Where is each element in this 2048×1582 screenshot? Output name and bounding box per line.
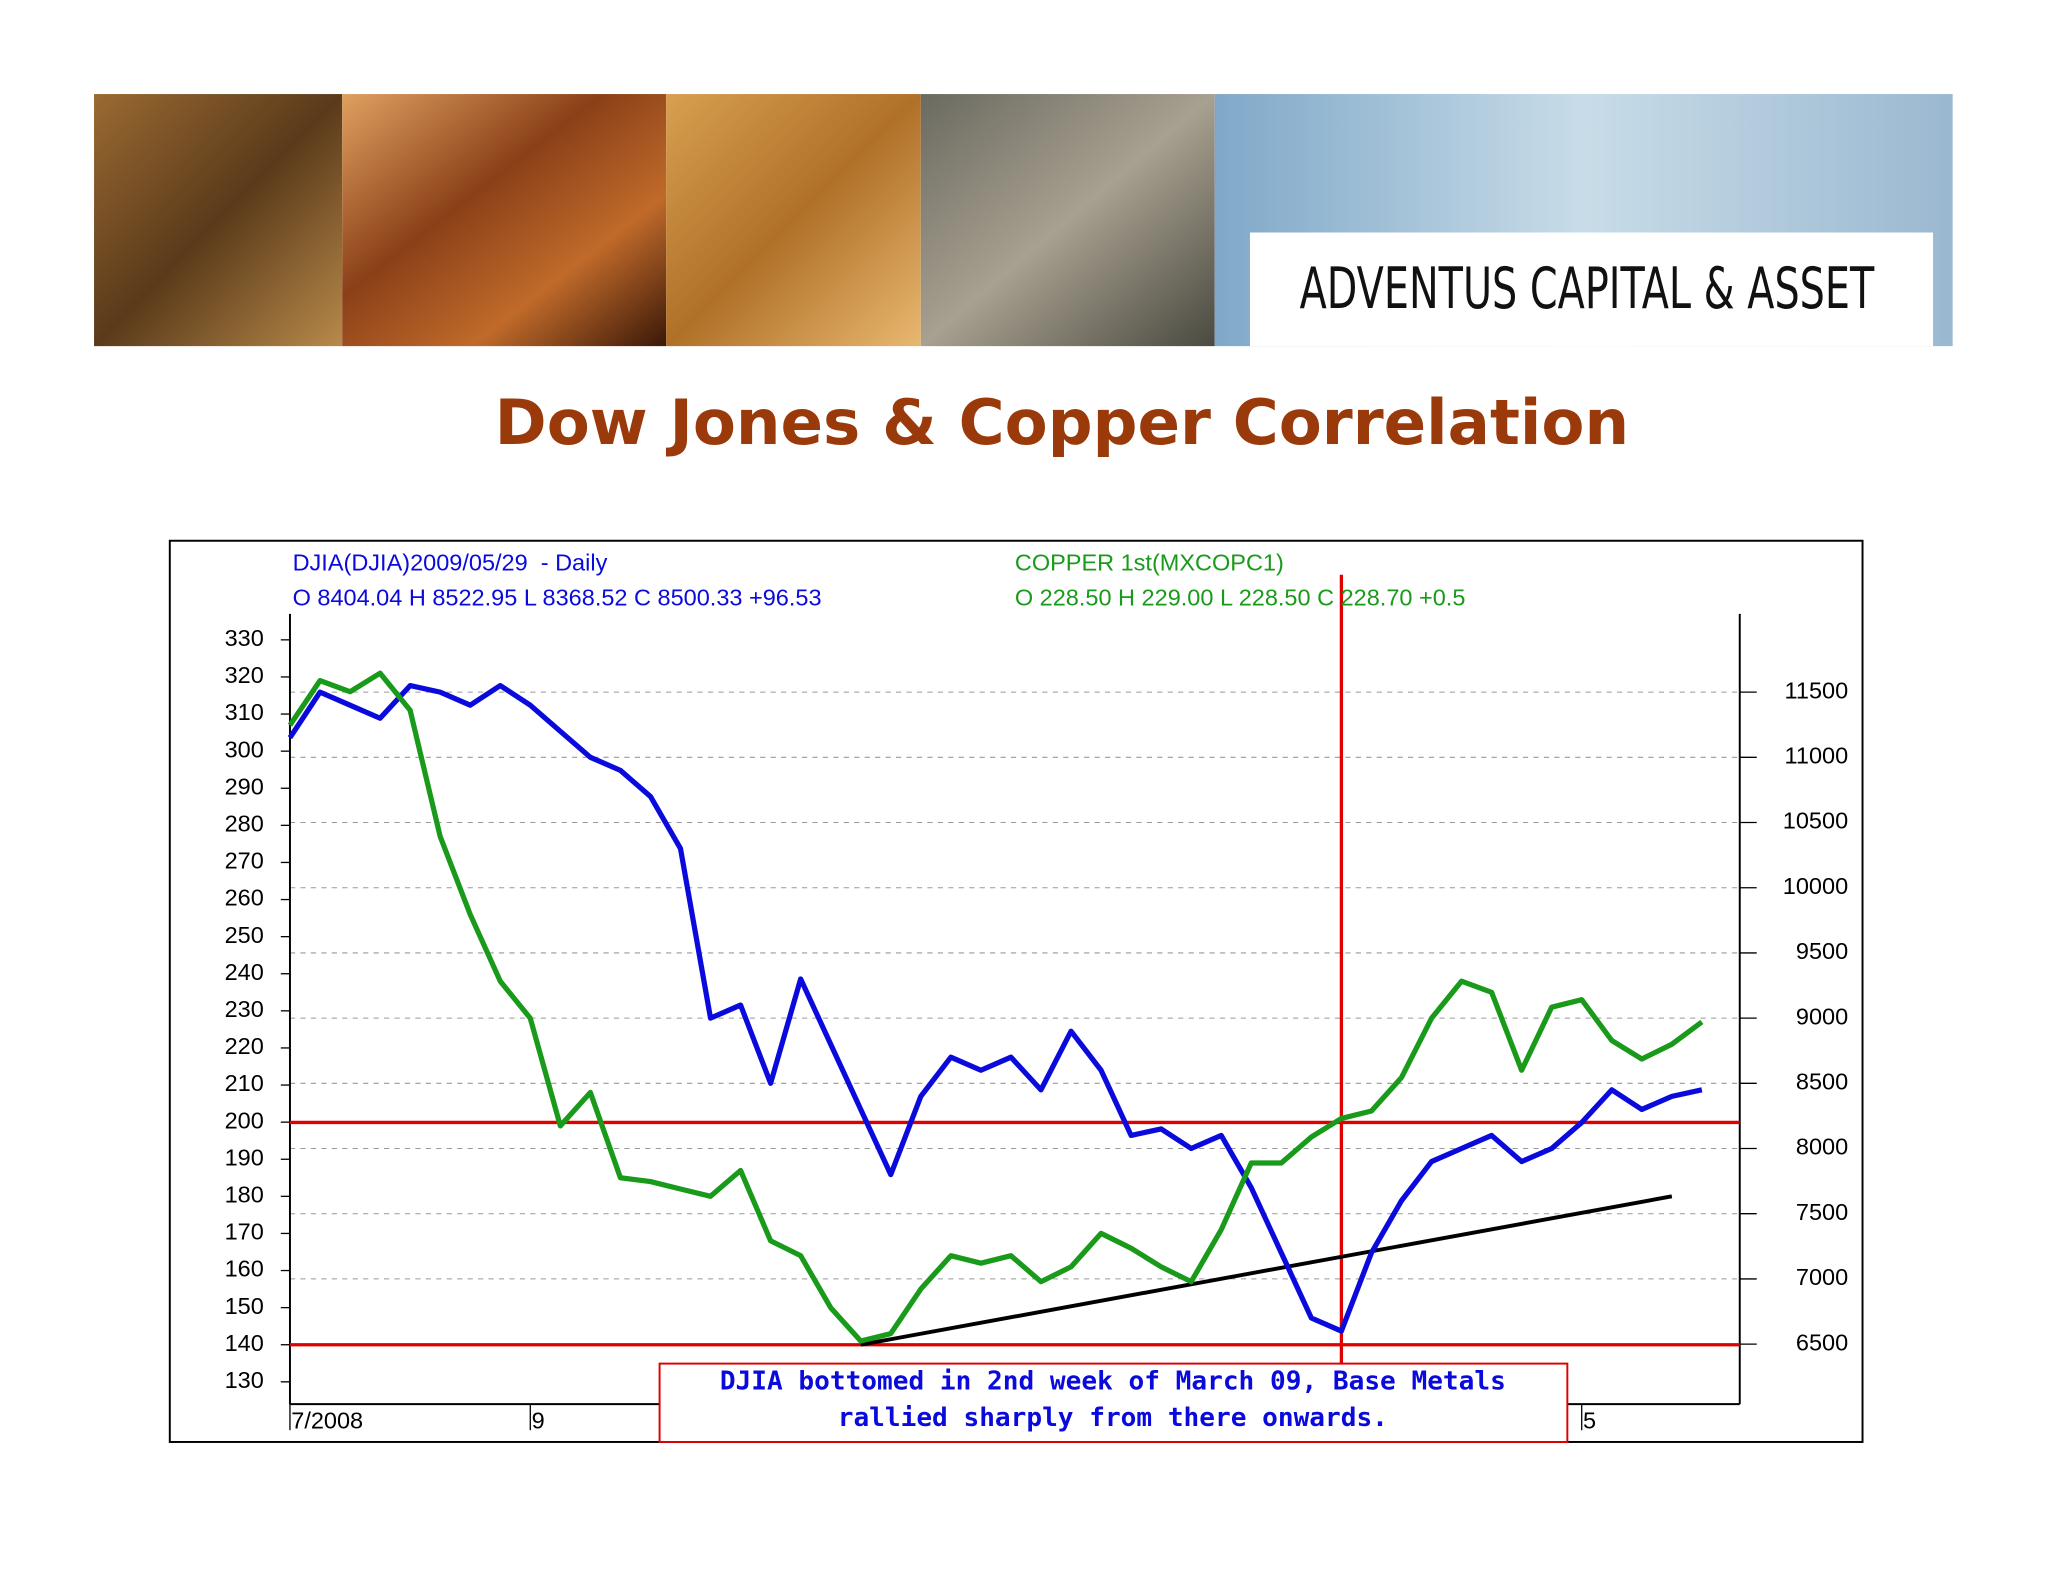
legend-quote: O 8404.04 H 8522.95 L 8368.52 C 8500.33 …: [293, 585, 822, 611]
annotation-text: rallied sharply from there onwards.: [838, 1403, 1388, 1433]
y-tick-label: 330: [225, 625, 264, 651]
y-tick-label: 150: [225, 1293, 264, 1319]
y2-tick-label: 11000: [1785, 743, 1849, 769]
y2-tick-label: 8500: [1796, 1069, 1848, 1095]
series-line: [287, 670, 1704, 1344]
legend-name: DJIA(DJIA)2009/05/29 - Daily: [293, 549, 608, 575]
y-tick-label: 170: [225, 1219, 264, 1245]
brand-box: [1249, 232, 1934, 347]
y-tick-label: 260: [225, 885, 264, 911]
y2-tick-label: 6500: [1796, 1329, 1848, 1355]
trendline: [860, 1194, 1673, 1347]
plot: 6500 7000 7500 8000 8500 9000 9500 10000 10500 11…: [225, 549, 1849, 1443]
y2-tick-label: 9000: [1796, 1003, 1848, 1029]
banner-image: [666, 94, 921, 347]
annotation-text: DJIA bottomed in 2nd week of March 09, B…: [720, 1366, 1506, 1396]
chart-frame: [168, 539, 1864, 1443]
y-tick-label: 230: [225, 996, 264, 1022]
y2-tick-label: 8000: [1796, 1134, 1848, 1160]
legend-name: COPPER 1st(MXCOPC1): [1015, 549, 1284, 575]
y2-tick-label: 7500: [1796, 1199, 1848, 1225]
x-tick-label: 9: [532, 1408, 545, 1434]
y-tick-label: 280: [225, 811, 264, 837]
y-tick-label: 220: [225, 1033, 264, 1059]
y2-tick-label: 10500: [1783, 808, 1848, 834]
legend-quote: O 228.50 H 229.00 L 228.50 C 228.70 +0.5: [1015, 585, 1466, 611]
y-tick-label: 140: [225, 1330, 264, 1356]
y-tick-label: 290: [225, 773, 264, 799]
y-tick-label: 250: [225, 922, 264, 948]
y-tick-label: 210: [225, 1070, 264, 1096]
y2-tick-label: 10000: [1783, 873, 1848, 899]
x-tick-label: 5: [1583, 1408, 1596, 1434]
y-tick-label: 190: [225, 1144, 264, 1170]
banner-image: [920, 94, 1215, 347]
y-tick-label: 130: [225, 1367, 264, 1393]
y-tick-label: 200: [225, 1107, 264, 1133]
banner-image: [342, 94, 667, 347]
y-tick-label: 180: [225, 1182, 264, 1208]
y2-tick-label: 7000: [1796, 1264, 1848, 1290]
series-line: [287, 682, 1703, 1334]
y2-tick-label: 11500: [1785, 677, 1849, 703]
x-tick-label: 7/2008: [291, 1408, 363, 1434]
annotation-box: [658, 1362, 1569, 1443]
y-tick-label: 300: [225, 736, 264, 762]
banner: ADVENTUS CAPITAL & ASSET: [94, 94, 1953, 347]
y-tick-label: 270: [225, 848, 264, 874]
y-tick-label: 310: [225, 699, 264, 725]
brand: ADVENTUS CAPITAL & ASSET: [1300, 255, 1875, 322]
banner-image: [94, 94, 343, 347]
y2-tick-label: 9500: [1796, 938, 1848, 964]
y-tick-label: 320: [225, 662, 264, 688]
y-tick-label: 240: [225, 959, 264, 985]
chart-title: Dow Jones & Copper Correlation: [495, 386, 1629, 459]
y-tick-label: 160: [225, 1256, 264, 1282]
